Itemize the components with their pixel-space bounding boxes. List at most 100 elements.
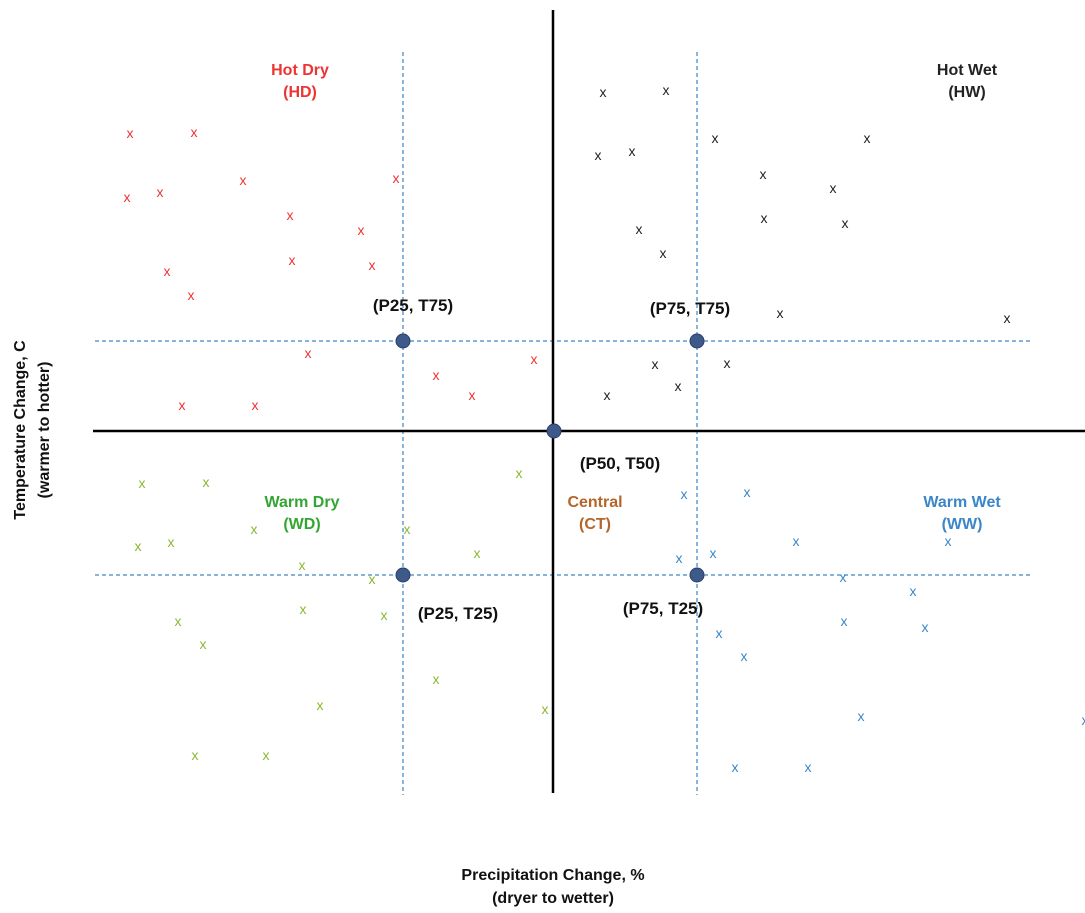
marker-hot-dry: x: [164, 263, 171, 279]
marker-warm-dry: x: [175, 613, 182, 629]
quadrant-warm-dry-code: (WD): [283, 516, 320, 533]
marker-hot-wet: x: [604, 387, 611, 403]
marker-warm-dry: x: [404, 521, 411, 537]
point-p75-t75: [689, 333, 705, 349]
x-axis-title-line1: Precipitation Change, %: [461, 867, 644, 884]
quadrant-warm-dry-name: Warm Dry: [265, 494, 340, 511]
marker-warm-dry: x: [300, 601, 307, 617]
marker-warm-dry: x: [135, 538, 142, 554]
quadrant-hot-dry-name: Hot Dry: [271, 62, 329, 79]
marker-warm-dry: x: [516, 465, 523, 481]
marker-hot-dry: x: [369, 257, 376, 273]
marker-hot-dry: x: [179, 397, 186, 413]
quadrant-hot-wet-code: (HW): [948, 84, 985, 101]
label-p50-t50: (P50, T50): [580, 454, 660, 473]
marker-hot-dry: x: [127, 125, 134, 141]
quadrant-hot-wet-name: Hot Wet: [937, 62, 998, 79]
marker-hot-wet: x: [761, 210, 768, 226]
marker-hot-dry: x: [393, 170, 400, 186]
marker-warm-wet: x: [716, 625, 723, 641]
marker-warm-wet: x: [732, 759, 739, 775]
marker-hot-wet: x: [629, 143, 636, 159]
quadrant-central-code: (CT): [579, 516, 611, 533]
marker-warm-wet: x: [945, 533, 952, 549]
marker-hot-wet: x: [842, 215, 849, 231]
marker-hot-wet: x: [712, 130, 719, 146]
marker-hot-wet: x: [1004, 310, 1011, 326]
quadrant-warm-wet-name: Warm Wet: [923, 494, 1001, 511]
x-axis-title-line2: (dryer to wetter): [492, 890, 614, 907]
marker-warm-dry: x: [192, 747, 199, 763]
marker-warm-dry: x: [203, 474, 210, 490]
marker-hot-wet: x: [830, 180, 837, 196]
marker-warm-dry: x: [542, 701, 549, 717]
quadrant-hot-dry-code: (HD): [283, 84, 317, 101]
marker-warm-wet: x: [710, 545, 717, 561]
label-p75-t25: (P75, T25): [623, 599, 703, 618]
y-axis-title-line1: Temperature Change, C: [12, 340, 29, 520]
marker-hot-dry: x: [157, 184, 164, 200]
marker-warm-wet: x: [840, 569, 847, 585]
marker-hot-dry: x: [469, 387, 476, 403]
point-p50-t50: [546, 423, 562, 439]
marker-warm-wet: x: [793, 533, 800, 549]
marker-warm-wet: x: [676, 550, 683, 566]
marker-hot-wet: x: [724, 355, 731, 371]
marker-hot-dry: x: [124, 189, 131, 205]
marker-hot-wet: x: [660, 245, 667, 261]
marker-hot-dry: x: [191, 124, 198, 140]
label-p75-t75: (P75, T75): [650, 299, 730, 318]
guide-lines: [95, 52, 1030, 795]
marker-warm-dry: x: [433, 671, 440, 687]
marker-hot-dry: x: [188, 287, 195, 303]
marker-hot-wet: x: [864, 130, 871, 146]
marker-hot-dry: x: [305, 345, 312, 361]
scenario-markers: x x x x x x x x x x x x x x x x x x x x x x x x x x x x x x x x x x x x x x x x…: [124, 82, 1085, 775]
marker-warm-dry: x: [474, 545, 481, 561]
marker-hot-wet: x: [600, 84, 607, 100]
marker-warm-wet: x: [741, 648, 748, 664]
marker-hot-dry: x: [287, 207, 294, 223]
label-p25-t75: (P25, T75): [373, 296, 453, 315]
marker-warm-wet: x: [922, 619, 929, 635]
marker-hot-wet: x: [675, 378, 682, 394]
marker-warm-wet: x: [805, 759, 812, 775]
marker-hot-dry: x: [358, 222, 365, 238]
marker-warm-dry: x: [369, 571, 376, 587]
marker-hot-dry: x: [433, 367, 440, 383]
marker-hot-wet: x: [760, 166, 767, 182]
marker-hot-wet: x: [663, 82, 670, 98]
marker-warm-dry: x: [168, 534, 175, 550]
marker-hot-dry: x: [240, 172, 247, 188]
marker-warm-wet: x: [858, 708, 865, 724]
marker-warm-dry: x: [200, 636, 207, 652]
main-axes: [93, 10, 1085, 793]
marker-warm-dry: x: [299, 557, 306, 573]
quadrant-warm-wet-code: (WW): [942, 516, 983, 533]
marker-warm-wet: x: [744, 484, 751, 500]
marker-warm-dry: x: [381, 607, 388, 623]
point-p75-t25: [689, 567, 705, 583]
marker-warm-dry: x: [251, 521, 258, 537]
percentile-points: [395, 333, 705, 583]
y-axis-title-line2: (warmer to hotter): [36, 362, 53, 499]
marker-hot-dry: x: [252, 397, 259, 413]
marker-warm-wet: x: [681, 486, 688, 502]
marker-hot-wet: x: [777, 305, 784, 321]
marker-hot-wet: x: [652, 356, 659, 372]
point-p25-t75: [395, 333, 411, 349]
marker-warm-dry: x: [139, 475, 146, 491]
quadrant-central-name: Central: [567, 494, 622, 511]
marker-warm-wet: x: [1082, 712, 1085, 728]
marker-hot-dry: x: [531, 351, 538, 367]
marker-warm-wet: x: [910, 583, 917, 599]
marker-warm-wet: x: [841, 613, 848, 629]
marker-hot-wet: x: [595, 147, 602, 163]
label-p25-t25: (P25, T25): [418, 604, 498, 623]
marker-warm-dry: x: [263, 747, 270, 763]
point-p25-t25: [395, 567, 411, 583]
marker-hot-dry: x: [289, 252, 296, 268]
marker-hot-wet: x: [636, 221, 643, 237]
marker-warm-dry: x: [317, 697, 324, 713]
